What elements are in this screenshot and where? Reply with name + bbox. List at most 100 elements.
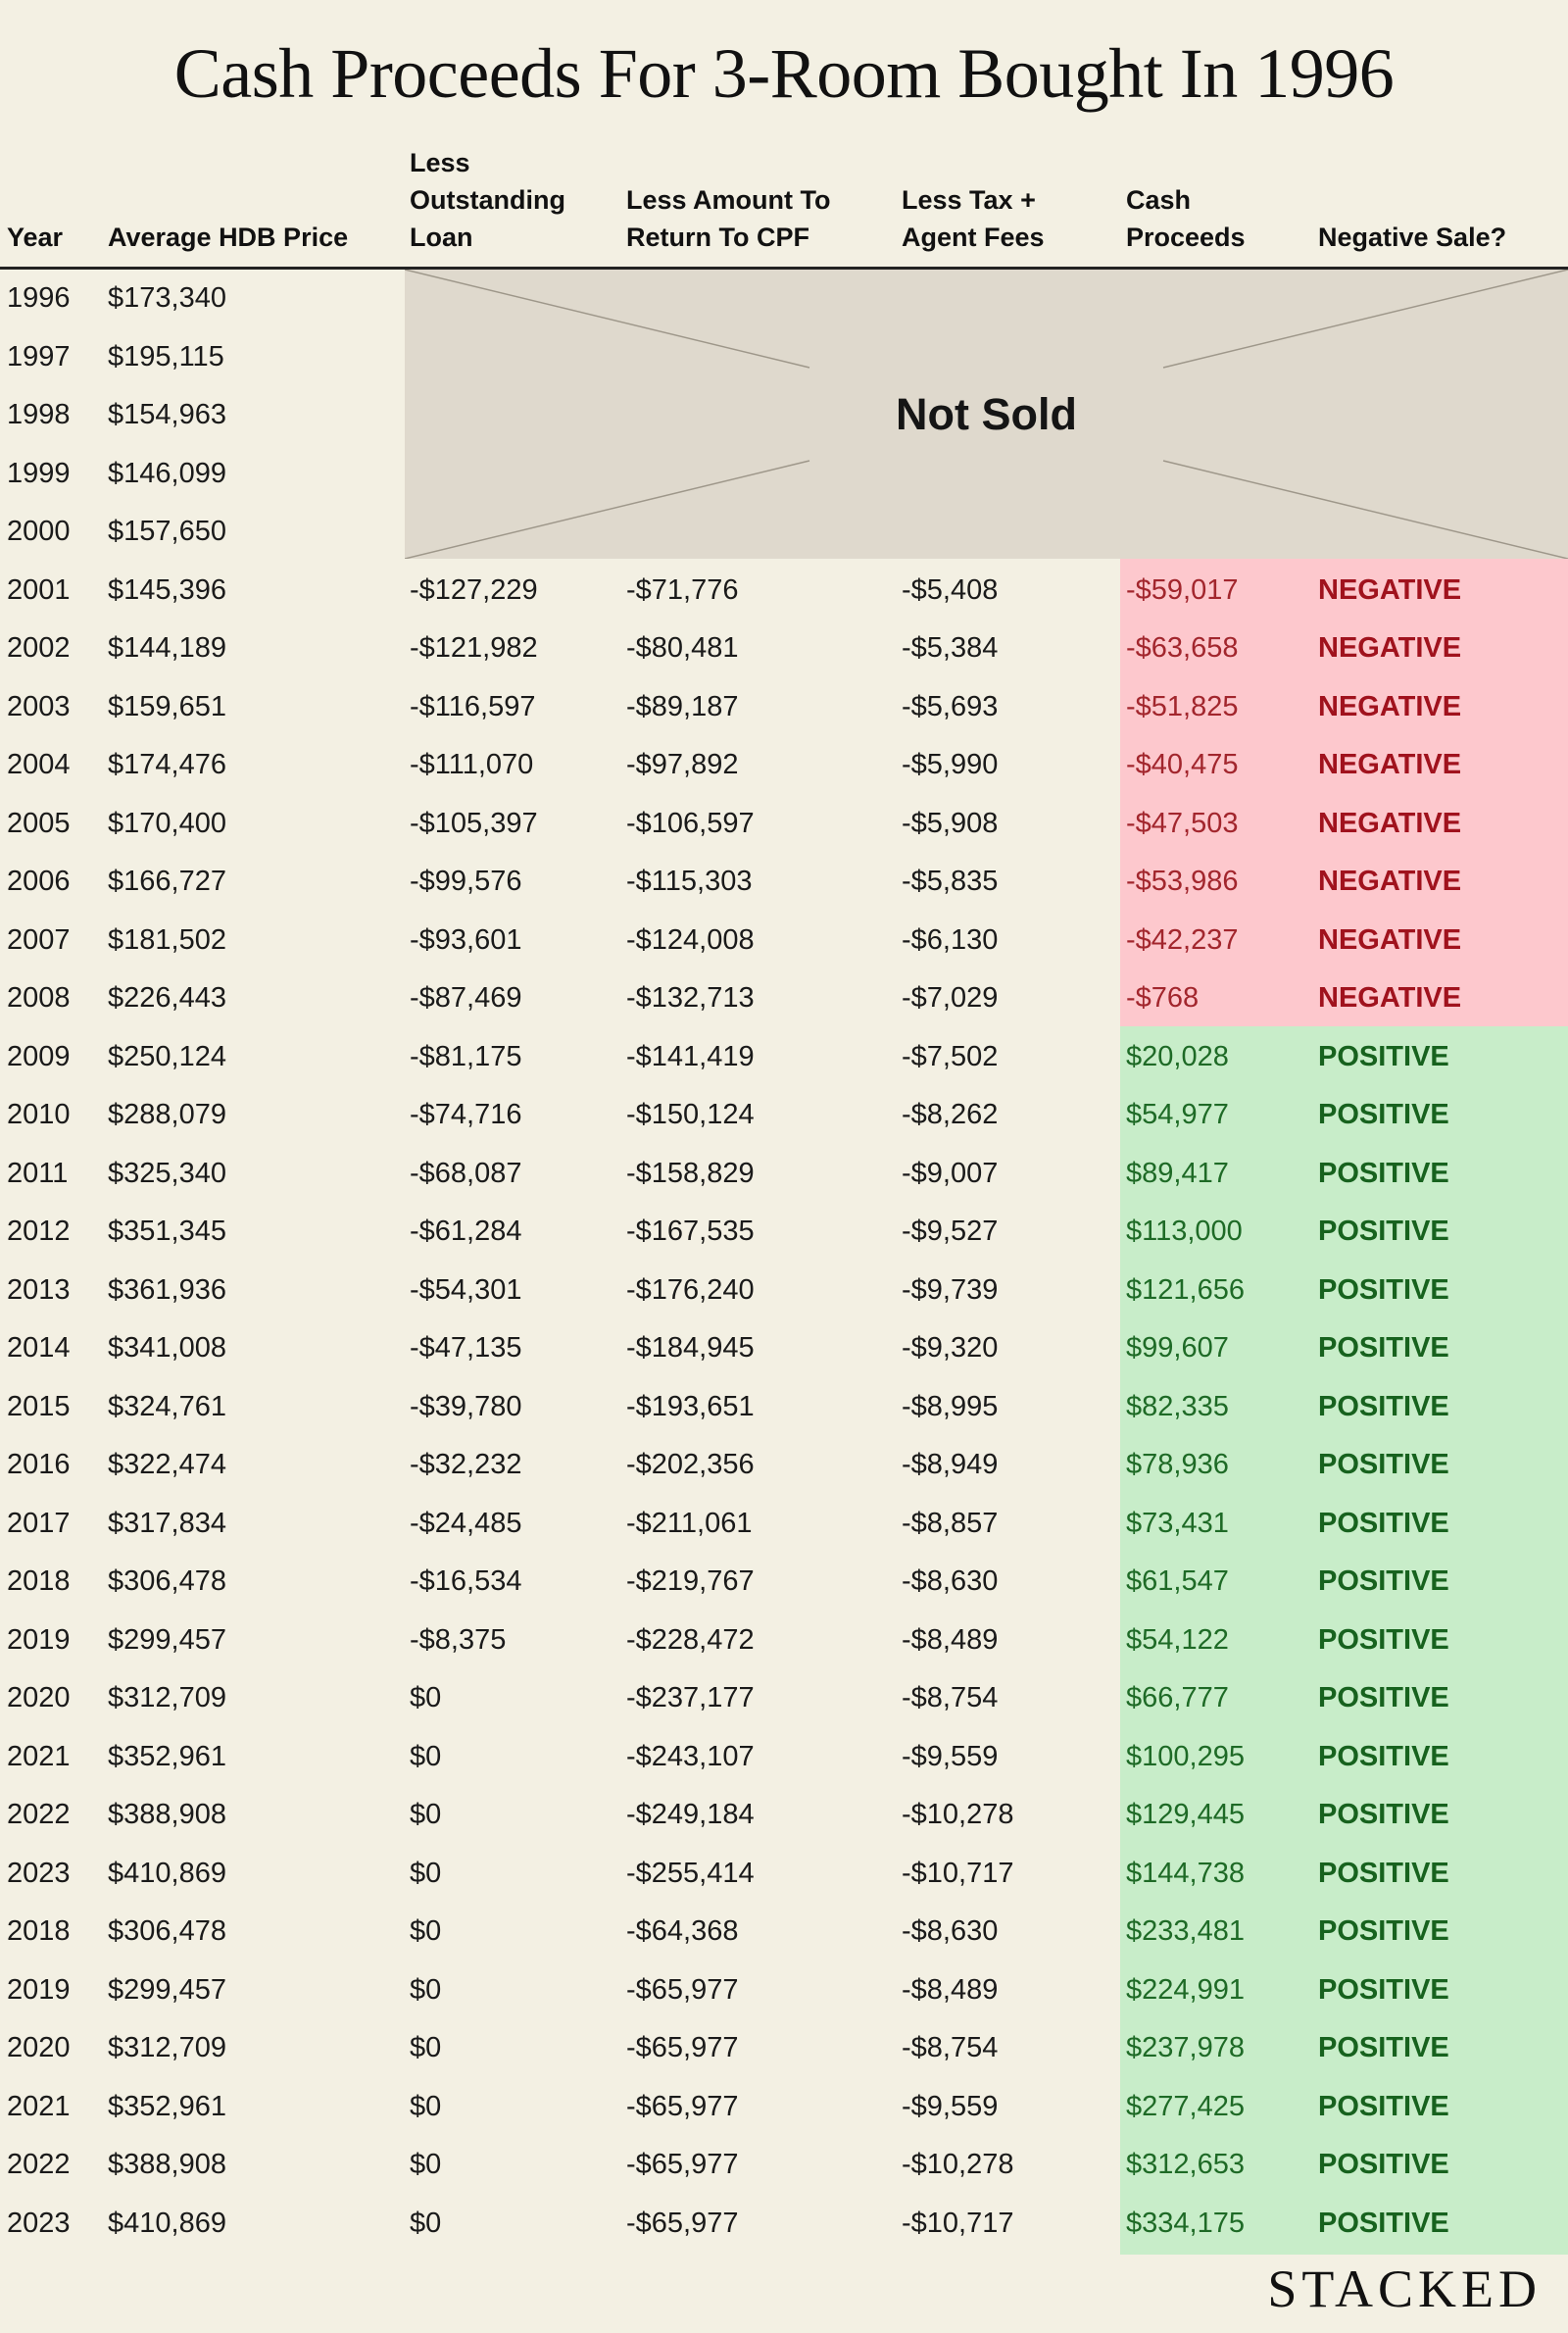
header-fees-line-1: Less Tax + (902, 185, 1036, 215)
cell-status: POSITIVE (1318, 1623, 1449, 1656)
cell-loan: -$105,397 (410, 807, 538, 839)
cell-cash: $89,417 (1126, 1157, 1229, 1189)
cell-loan: -$16,534 (410, 1565, 522, 1597)
table-row: 1996 $173,340 (0, 270, 1568, 328)
cell-cash: -$51,825 (1126, 690, 1239, 722)
cell-year: 1999 (7, 457, 71, 489)
cell-loan: $0 (410, 2090, 442, 2122)
cell-cpf: -$97,892 (626, 749, 739, 780)
cell-status: POSITIVE (1318, 1390, 1449, 1422)
cell-loan: $0 (410, 1857, 442, 1889)
cell-fees: -$7,502 (902, 1040, 999, 1072)
cell-loan: -$32,232 (410, 1449, 522, 1480)
cell-price: $144,189 (108, 632, 226, 664)
cell-price: $352,961 (108, 1740, 226, 1772)
cell-year: 2022 (7, 1799, 71, 1830)
cell-cpf: -$184,945 (626, 1332, 755, 1364)
cell-cpf: -$219,767 (626, 1565, 755, 1597)
table-row: 2018 $306,478 -$16,534 -$219,767 -$8,630 $61,… (0, 1553, 1568, 1612)
cell-price: $312,709 (108, 2032, 226, 2063)
header-cash: Cash Proceeds (1126, 181, 1246, 256)
header-divider (0, 267, 1568, 270)
cell-fees: -$8,489 (902, 1623, 999, 1656)
cell-status: NEGATIVE (1318, 749, 1462, 780)
cell-loan: $0 (410, 2032, 442, 2063)
cell-price: $145,396 (108, 573, 226, 606)
cell-status: POSITIVE (1318, 1273, 1449, 1306)
cell-loan: -$93,601 (410, 923, 522, 956)
cell-price: $410,869 (108, 1857, 226, 1889)
cell-cpf: -$71,776 (626, 573, 739, 606)
table-row: 2021 $352,961 $0 -$243,107 -$9,559 $100,295 PO… (0, 1728, 1568, 1787)
cell-price: $324,761 (108, 1390, 226, 1422)
cell-year: 2012 (7, 1216, 71, 1247)
cell-status: POSITIVE (1318, 1216, 1449, 1247)
cell-cash: $129,445 (1126, 1799, 1245, 1830)
cell-price: $322,474 (108, 1449, 226, 1480)
table-row: 2015 $324,761 -$39,780 -$193,651 -$8,995 $82,… (0, 1378, 1568, 1437)
cell-price: $306,478 (108, 1915, 226, 1947)
cell-status: POSITIVE (1318, 2090, 1449, 2122)
cell-cash: -$47,503 (1126, 807, 1239, 839)
cell-year: 2009 (7, 1040, 71, 1072)
cell-cash: -$40,475 (1126, 749, 1239, 780)
cell-loan: $0 (410, 2207, 442, 2239)
cell-cpf: -$176,240 (626, 1273, 755, 1306)
cell-status: NEGATIVE (1318, 923, 1462, 956)
cell-cash: $54,977 (1126, 1099, 1229, 1130)
table-row: 1997 $195,115 (0, 328, 1568, 387)
cell-year: 2014 (7, 1332, 71, 1364)
cell-loan: $0 (410, 1915, 442, 1947)
cell-year: 2015 (7, 1390, 71, 1422)
cell-year: 2020 (7, 2032, 71, 2063)
cell-loan: -$47,135 (410, 1332, 522, 1364)
table-row: 2003 $159,651 -$116,597 -$89,187 -$5,693 -$51… (0, 678, 1568, 737)
cell-price: $388,908 (108, 2149, 226, 2180)
cell-cash: $54,122 (1126, 1623, 1229, 1656)
cell-loan: -$127,229 (410, 573, 538, 606)
table-row: 2016 $322,474 -$32,232 -$202,356 -$8,949 $78,… (0, 1436, 1568, 1495)
cell-fees: -$8,857 (902, 1507, 999, 1539)
cell-loan: -$111,070 (410, 749, 534, 780)
cell-cpf: -$243,107 (626, 1740, 755, 1772)
cell-fees: -$10,717 (902, 1857, 1014, 1889)
table-row: 2019 $299,457 -$8,375 -$228,472 -$8,489 $54,1… (0, 1612, 1568, 1670)
not-sold-cross-lines (405, 270, 1568, 559)
cell-price: $154,963 (108, 399, 226, 430)
cell-cash: $20,028 (1126, 1040, 1229, 1072)
header-status: Negative Sale? (1318, 223, 1507, 252)
cell-year: 2007 (7, 923, 71, 956)
cell-price: $159,651 (108, 690, 226, 722)
cell-price: $299,457 (108, 1623, 226, 1656)
table-row: 2007 $181,502 -$93,601 -$124,008 -$6,130 -$42… (0, 912, 1568, 970)
cell-fees: -$8,754 (902, 2032, 999, 2063)
cell-loan: -$39,780 (410, 1390, 522, 1422)
cell-cpf: -$211,061 (626, 1507, 753, 1539)
table-row: 2021 $352,961 $0 -$65,977 -$9,559 $277,425 POS… (0, 2078, 1568, 2137)
negative-band (1120, 559, 1568, 1026)
header-loan-line-3: Loan (410, 223, 473, 252)
header-fees-line-2: Agent Fees (902, 223, 1045, 252)
cell-status: POSITIVE (1318, 1507, 1449, 1539)
header-fees: Less Tax + Agent Fees (902, 181, 1045, 256)
cell-price: $250,124 (108, 1040, 226, 1072)
table-row: 2004 $174,476 -$111,070 -$97,892 -$5,990 -$40… (0, 736, 1568, 795)
cell-status: POSITIVE (1318, 1740, 1449, 1772)
cell-cash: $224,991 (1126, 1973, 1245, 2006)
header-cpf-line-1: Less Amount To (626, 185, 831, 215)
cell-year: 2004 (7, 749, 71, 780)
cell-loan: -$81,175 (410, 1040, 522, 1072)
cell-cash: $277,425 (1126, 2090, 1245, 2122)
cell-year: 2001 (7, 573, 71, 606)
cell-fees: -$5,908 (902, 807, 999, 839)
cell-cpf: -$193,651 (626, 1390, 755, 1422)
not-sold-block: Not Sold (405, 270, 1568, 559)
not-sold-label: Not Sold (896, 388, 1077, 439)
cell-price: $341,008 (108, 1332, 226, 1364)
cell-cash: $82,335 (1126, 1390, 1229, 1422)
cell-fees: -$5,408 (902, 573, 999, 606)
table-row: 2017 $317,834 -$24,485 -$211,061 -$8,857 $73,… (0, 1495, 1568, 1554)
cell-year: 2018 (7, 1565, 71, 1597)
cell-loan: $0 (410, 1799, 442, 1830)
cell-loan: -$116,597 (410, 690, 536, 722)
